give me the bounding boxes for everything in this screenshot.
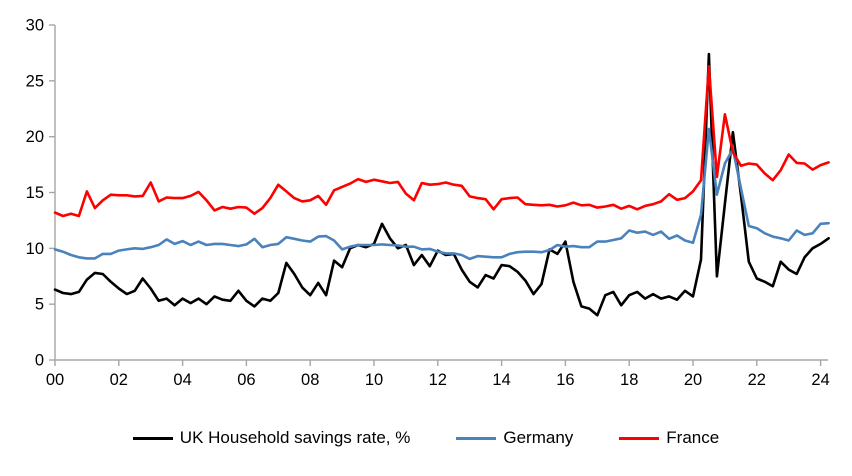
x-tick-label: 04 (173, 371, 191, 389)
france-line-swatch-icon (619, 436, 660, 440)
y-tick-label: 20 (26, 128, 44, 146)
legend-label-germany: Germany (503, 428, 574, 447)
series-line-uk (53, 52, 830, 317)
y-tick-label: 15 (26, 184, 44, 202)
x-tick-label: 02 (110, 371, 128, 389)
chart-legend: UK Household savings rate, % Germany Fra… (0, 428, 852, 448)
series-line-france (53, 65, 830, 218)
x-tick-label: 24 (811, 371, 829, 389)
x-tick-label: 16 (556, 371, 574, 389)
legend-item-germany: Germany (456, 428, 573, 448)
legend-label-uk: UK Household savings rate, % (179, 428, 411, 447)
x-tick-label: 20 (684, 371, 702, 389)
y-tick-label: 10 (26, 240, 44, 258)
legend-item-france: France (619, 428, 719, 448)
series-line-germany (53, 127, 830, 261)
x-tick-label: 10 (365, 371, 383, 389)
y-tick-label: 0 (35, 352, 44, 370)
x-tick-label: 12 (429, 371, 447, 389)
x-tick-label: 22 (748, 371, 766, 389)
uk-line-swatch-icon (132, 436, 173, 440)
x-tick-label: 00 (46, 371, 64, 389)
x-tick-label: 18 (620, 371, 638, 389)
legend-label-france: France (666, 428, 720, 447)
axes: 0 5 10 15 20 25 30 00 02 04 06 08 10 12 14 16 18 20 22 24 (26, 17, 830, 390)
y-tick-label: 5 (35, 296, 44, 314)
germany-line-swatch-icon (456, 436, 497, 440)
x-tick-label: 08 (301, 371, 319, 389)
x-tick-label: 14 (492, 371, 510, 389)
x-tick-label: 06 (237, 371, 255, 389)
legend-item-uk: UK Household savings rate, % (132, 428, 411, 448)
y-tick-label: 30 (26, 17, 44, 35)
y-tick-label: 25 (26, 72, 44, 90)
